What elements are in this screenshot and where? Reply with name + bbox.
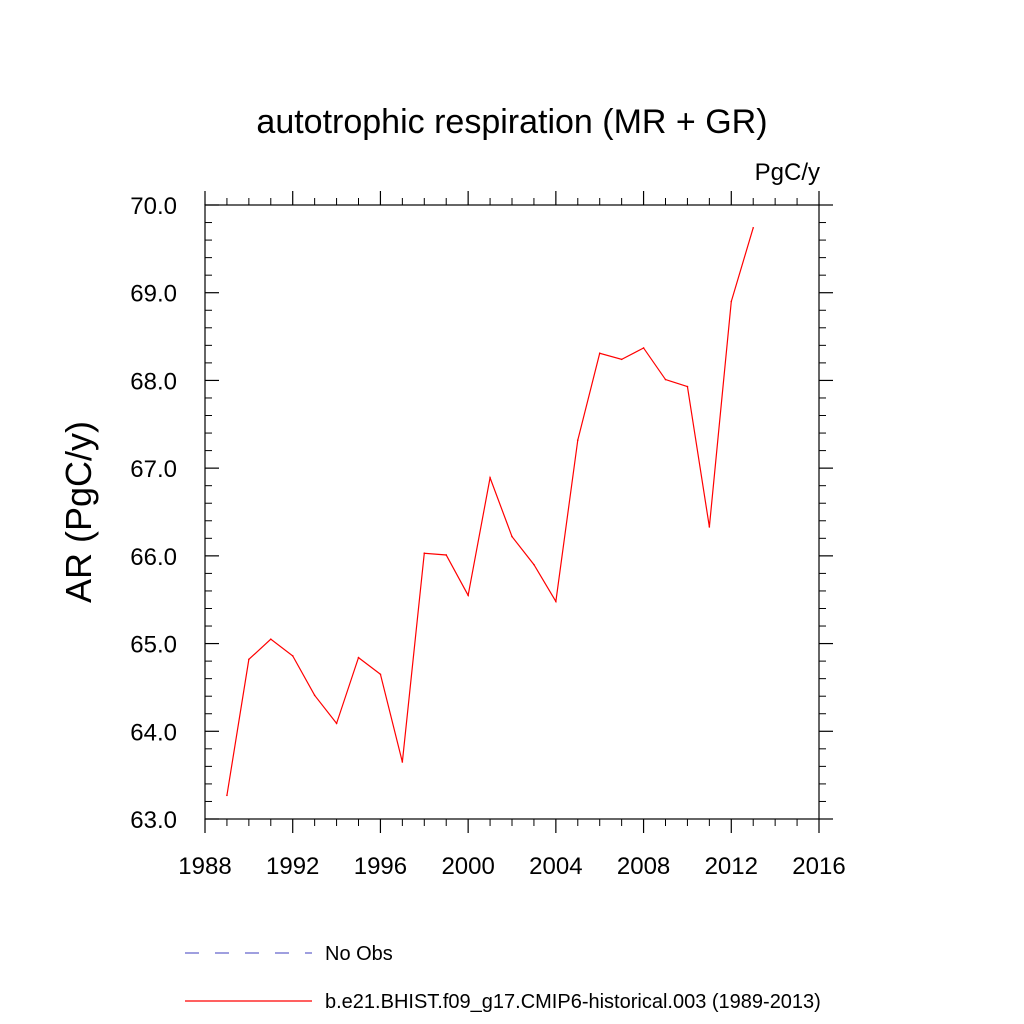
data-point <box>576 439 579 441</box>
data-point <box>269 638 272 640</box>
data-point <box>533 563 535 566</box>
data-point <box>445 554 448 556</box>
data-point <box>620 358 623 361</box>
data-point <box>357 656 360 659</box>
x-tick-label: 1988 <box>178 853 231 880</box>
y-tick-label: 69.0 <box>130 281 177 308</box>
data-point <box>335 722 338 725</box>
y-tick-labels: 63.0 64.0 65.0 66.0 67.0 68.0 69.0 70.0 <box>130 193 177 834</box>
legend-label-historical: b.e21.BHIST.f09_g17.CMIP6-historical.003… <box>325 991 821 1013</box>
x-tick-label: 1992 <box>266 853 319 880</box>
data-point <box>248 658 250 661</box>
y-tick-label: 67.0 <box>130 456 177 483</box>
data-point <box>642 347 645 349</box>
series-line <box>226 227 754 796</box>
series-points <box>226 227 755 797</box>
data-point <box>401 761 404 763</box>
axis-ticks <box>204 191 833 833</box>
y-axis-label: AR (PgC/y) <box>58 421 99 603</box>
units-label: PgC/y <box>755 159 820 186</box>
data-point <box>467 594 469 597</box>
y-tick-label: 70.0 <box>130 193 177 220</box>
x-tick-label: 1996 <box>354 853 407 880</box>
data-point <box>664 378 667 381</box>
y-tick-label: 64.0 <box>130 719 177 746</box>
data-point <box>226 794 228 797</box>
x-tick-label: 2000 <box>441 853 494 880</box>
legend-label-no-obs: No Obs <box>325 943 393 965</box>
data-point <box>708 526 711 528</box>
data-point <box>423 552 426 555</box>
data-point <box>489 476 491 479</box>
x-tick-label: 2004 <box>529 853 582 880</box>
x-tick-label: 2016 <box>792 853 845 880</box>
legend: No Obs b.e21.BHIST.f09_g17.CMIP6-histori… <box>185 943 821 1013</box>
data-point <box>686 385 689 388</box>
data-point <box>598 352 601 355</box>
x-tick-labels: 1988 1992 1996 2000 2004 2008 2012 2016 <box>178 853 845 880</box>
data-point <box>555 600 557 603</box>
y-tick-label: 65.0 <box>130 632 177 659</box>
data-point <box>730 300 733 303</box>
x-tick-label: 2012 <box>705 853 758 880</box>
data-point <box>511 535 513 538</box>
data-point <box>313 694 316 697</box>
y-tick-label: 63.0 <box>130 807 177 834</box>
data-point <box>379 673 382 676</box>
data-point <box>291 655 294 657</box>
data-point <box>752 227 755 229</box>
y-tick-label: 66.0 <box>130 544 177 571</box>
y-tick-label: 68.0 <box>130 368 177 395</box>
chart-title: autotrophic respiration (MR + GR) <box>256 103 767 141</box>
x-tick-label: 2008 <box>617 853 670 880</box>
plot-frame <box>204 204 820 820</box>
